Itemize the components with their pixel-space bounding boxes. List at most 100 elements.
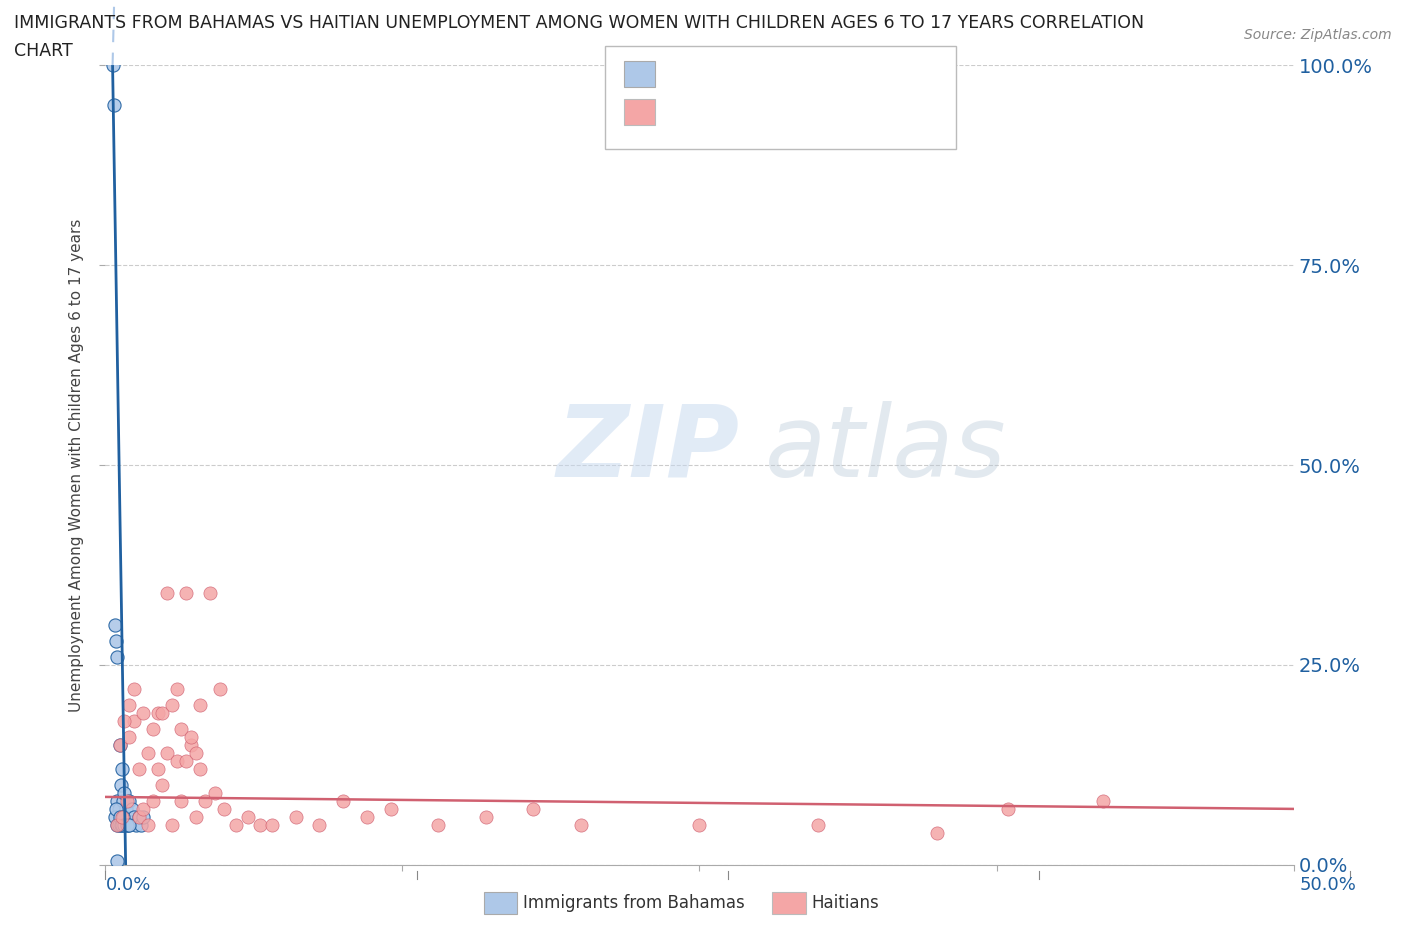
Point [689,817,711,832]
Point [132,809,155,824]
Point [142,793,165,808]
Text: CHART: CHART [14,42,73,60]
Point [156,586,179,601]
Point [105,649,128,664]
Point [190,762,212,777]
Y-axis label: Unemployment Among Women with Children Ages 6 to 17 years: Unemployment Among Women with Children A… [69,219,84,711]
Point [125,817,148,832]
Point [114,786,136,801]
Point [108,737,131,752]
Point [108,737,131,752]
Point [101,58,124,73]
Point [1092,793,1115,808]
Point [111,809,134,824]
Point [997,802,1019,817]
Point [284,809,307,824]
Point [114,713,136,728]
Text: 50.0%: 50.0% [1301,876,1357,895]
Text: N = 60: N = 60 [808,100,873,118]
Point [108,809,131,824]
Point [132,706,155,721]
Point [112,793,135,808]
Point [198,586,221,601]
Text: R = -0.098: R = -0.098 [662,100,770,118]
Point [194,793,217,808]
Text: atlas: atlas [765,401,1007,498]
Point [122,713,145,728]
Point [214,802,236,817]
Point [118,793,141,808]
Point [111,817,134,832]
Point [115,817,138,832]
Point [107,817,129,832]
Point [121,802,143,817]
Point [308,817,330,832]
Point [128,809,150,824]
Point [190,698,212,712]
Point [174,753,197,768]
Point [356,809,378,824]
Point [166,753,188,768]
Point [122,682,145,697]
Point [184,809,207,824]
Point [118,698,141,712]
Point [136,746,159,761]
Point [170,793,193,808]
Point [111,762,134,777]
Point [114,802,136,817]
Point [112,809,135,824]
Point [152,706,174,721]
Point [208,682,231,697]
Point [156,746,179,761]
Point [118,729,141,744]
Point [132,802,155,817]
Point [146,762,169,777]
Point [152,777,174,792]
Point [105,802,128,817]
Text: 0.0%: 0.0% [105,876,150,895]
Point [180,729,202,744]
Point [260,817,283,832]
Point [569,817,592,832]
Point [105,817,128,832]
Point [104,618,127,632]
Point [184,746,207,761]
Point [103,98,125,113]
Point [117,817,139,832]
Point [115,809,138,824]
Point [204,786,226,801]
Point [225,817,247,832]
Point [104,809,127,824]
Point [129,817,152,832]
Point [146,706,169,721]
Point [170,722,193,737]
Text: ZIP: ZIP [557,401,740,498]
Point [105,793,128,808]
Point [160,817,183,832]
Point [107,802,129,817]
Point [118,817,141,832]
Point [115,793,138,808]
Point [380,802,402,817]
Point [474,809,496,824]
Text: R =  0.687: R = 0.687 [662,63,770,81]
Text: N = 34: N = 34 [808,63,873,81]
Point [160,698,183,712]
Point [114,817,136,832]
Point [128,809,150,824]
Text: Immigrants from Bahamas: Immigrants from Bahamas [523,894,745,912]
Point [110,817,132,832]
Point [807,817,830,832]
Point [427,817,450,832]
Point [166,682,188,697]
Point [925,826,948,841]
Point [105,817,128,832]
Point [136,817,159,832]
Point [110,777,132,792]
Point [105,633,128,648]
Point [122,809,145,824]
Point [105,854,128,869]
Point [128,762,150,777]
Point [142,722,165,737]
Point [522,802,544,817]
